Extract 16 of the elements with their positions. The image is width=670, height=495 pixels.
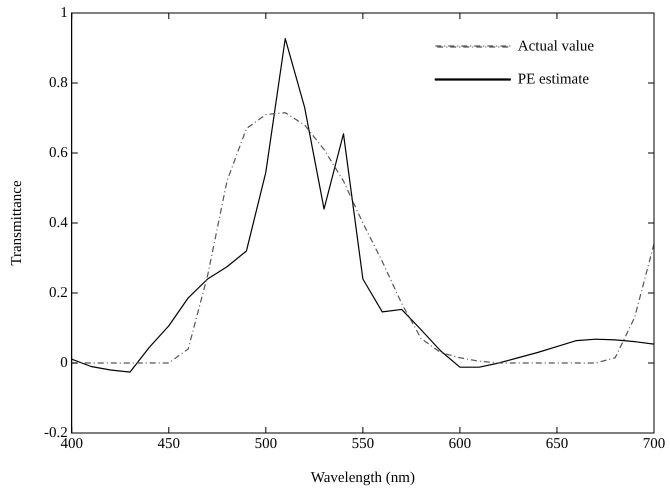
y-tick-label: 0.2 (48, 284, 68, 301)
x-tick-label: 650 (546, 436, 568, 452)
x-tick-label: 700 (642, 436, 666, 452)
y-tick-label: 1 (60, 4, 68, 21)
y-tick-label: 0.8 (48, 74, 68, 91)
legend-label: PE estimate (518, 71, 590, 88)
x-tick-label: 550 (352, 436, 374, 452)
y-axis-title: Transmittance (8, 180, 25, 266)
x-tick-label: 450 (158, 436, 180, 452)
x-tick-label: 500 (254, 436, 278, 452)
x-tick-label: 600 (448, 436, 472, 452)
x-axis-title: Wavelength (nm) (310, 470, 415, 486)
y-tick-label: 0.4 (48, 214, 68, 231)
y-tick-label: 0 (60, 354, 68, 371)
legend-label: Actual value (518, 38, 594, 54)
y-tick-label: 0.6 (48, 144, 68, 161)
